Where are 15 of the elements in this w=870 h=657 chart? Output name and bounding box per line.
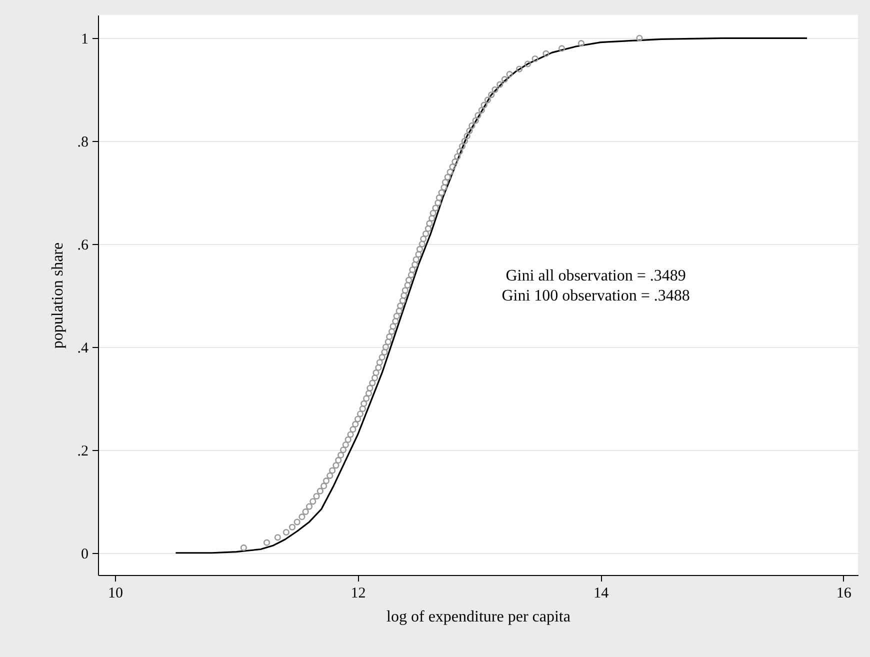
x-tick-label: 10	[108, 586, 123, 602]
y-tick-label: 1	[81, 32, 88, 48]
x-axis-title: log of expenditure per capita	[386, 608, 570, 626]
annotation: Gini 100 observation = .3488	[502, 287, 690, 304]
y-tick-label: .6	[77, 238, 89, 254]
x-tick-label: 14	[594, 586, 610, 602]
line-series	[174, 37, 808, 554]
y-tick-label: 0	[81, 546, 88, 562]
y-tick-label: .2	[77, 443, 88, 460]
y-axis-title: population share	[49, 242, 66, 349]
x-tick-label: 12	[350, 586, 366, 602]
y-tick-label: .4	[77, 340, 89, 356]
annotation: Gini all observation = .3489	[506, 267, 686, 284]
y-tick-label: .8	[77, 134, 88, 151]
x-tick-label: 16	[836, 586, 852, 602]
